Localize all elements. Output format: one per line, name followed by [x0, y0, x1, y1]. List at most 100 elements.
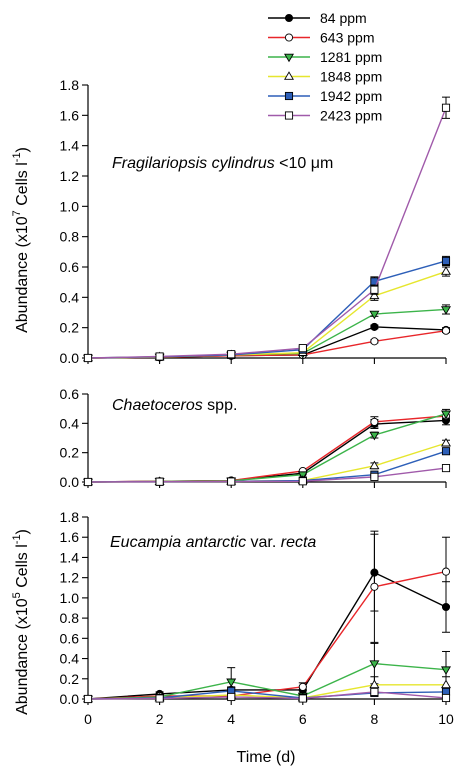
series-1942-ppm: [83, 447, 451, 487]
data-point: [298, 682, 307, 691]
data-point: [298, 477, 307, 486]
series-643-ppm: [83, 530, 451, 704]
legend-marker: [284, 53, 294, 63]
y-tick-label: 1.2: [60, 168, 80, 184]
legend-marker: [284, 13, 294, 23]
data-point: [369, 290, 380, 300]
data-point: [370, 322, 379, 331]
legend-label: 1848 ppm: [320, 69, 382, 85]
y-tick-label: 1.2: [60, 570, 80, 586]
data-point: [369, 679, 380, 689]
legend-marker: [284, 33, 294, 42]
panel-title-1: Fragilariopsis cylindrus <10 μm: [112, 155, 333, 172]
data-point: [226, 678, 237, 688]
x-tick-label: 10: [438, 711, 454, 727]
x-tick-label: 8: [371, 711, 379, 727]
panel-title-3-italic: Eucampia antarctic: [110, 534, 246, 551]
y-tick-label: 0.6: [60, 630, 80, 646]
axes-panel-3: 0.0 0.2 0.4 0.6 0.8 1.0 1.2 1.4 1.6 1.8 0 2 4 6 8 10: [60, 509, 454, 727]
panel-title-3-italic2: recta: [281, 534, 317, 551]
panel-title-3-rest: var.: [246, 534, 281, 551]
panel-eucampia: 0.0 0.2 0.4 0.6 0.8 1.0 1.2 1.4 1.6 1.8 0 2 4 6 8 10 Eu…: [60, 509, 454, 727]
y-tick-label: 0.4: [60, 289, 80, 305]
series-group-panel-2: [83, 408, 451, 488]
y-tick-label: 0.6: [60, 259, 80, 275]
y-tick-label: 0.0: [60, 474, 80, 490]
data-point: [370, 687, 379, 696]
series-2423-ppm: [83, 464, 451, 487]
panel-title-3: Eucampia antarctic var. recta: [110, 534, 316, 551]
legend-marker: [284, 111, 294, 120]
data-point: [441, 256, 451, 265]
data-point: [369, 431, 380, 441]
series-line: [87, 662, 447, 700]
y-tick-label: 0.2: [60, 320, 80, 336]
data-point: [227, 692, 236, 702]
y-tick-label: 0.4: [60, 415, 80, 431]
series-group-panel-1: [83, 96, 451, 364]
y-tick-label: 1.6: [60, 107, 80, 123]
data-point: [370, 472, 379, 481]
legend-entry: 1942 ppm: [268, 88, 382, 104]
data-point: [370, 417, 379, 426]
data-point: [441, 306, 451, 315]
series-group-panel-3: [83, 530, 451, 705]
legend-entry: 643 ppm: [268, 30, 374, 46]
y-tick-label: 1.8: [60, 509, 80, 525]
series-1848-ppm: [83, 266, 451, 362]
data-point: [83, 477, 93, 487]
y-tick-label: 0.4: [60, 651, 80, 667]
data-point: [441, 693, 451, 703]
legend-label: 2423 ppm: [320, 108, 382, 124]
data-point: [155, 477, 164, 486]
y-tick-label: 0.8: [60, 229, 80, 245]
series-line: [87, 270, 447, 359]
data-point: [441, 666, 451, 675]
data-point: [441, 447, 451, 456]
data-point: [155, 694, 164, 703]
y-tick-label: 1.6: [60, 529, 80, 545]
data-point: [441, 266, 451, 275]
data-point: [83, 353, 93, 363]
legend-label: 643 ppm: [320, 30, 374, 46]
series-line: [87, 570, 447, 700]
y-tick-label: 1.8: [60, 77, 80, 93]
panel-title-2-rest: spp.: [203, 397, 238, 414]
x-tick-label: 4: [227, 711, 235, 727]
y-tick-label: 0.0: [60, 691, 80, 707]
y-tick-label: 0.6: [60, 386, 80, 402]
series-line: [87, 415, 447, 483]
y-tick-label: 0.2: [60, 445, 80, 461]
data-point: [369, 460, 380, 470]
series-1942-ppm: [83, 255, 451, 363]
data-point: [441, 464, 451, 473]
y-tick-label: 1.4: [60, 549, 80, 565]
y-tick-label: 0.8: [60, 610, 80, 626]
panel-title-2: Chaetoceros spp.: [112, 397, 237, 414]
x-tick-label: 0: [84, 711, 92, 727]
data-point: [227, 477, 236, 486]
panel-chaetoceros: 0.0 0.2 0.4 0.6 Chaetoceros spp.: [60, 386, 451, 490]
data-point: [369, 660, 380, 669]
axes-panel-1: 0.0 0.2 0.4 0.6 0.8 1.0 1.2 1.4 1.6 1.8: [60, 77, 447, 366]
data-point: [83, 694, 93, 704]
y-tick-label: 1.0: [60, 590, 80, 606]
series-line: [87, 413, 447, 483]
legend-entry: 1281 ppm: [268, 49, 382, 65]
legend-label: 1281 ppm: [320, 49, 382, 65]
legend-entry: 1848 ppm: [268, 69, 382, 85]
legend-marker: [284, 91, 294, 101]
data-point: [370, 285, 379, 294]
x-axis-title: Time (d): [237, 749, 296, 766]
y-tick-label: 1.0: [60, 198, 80, 214]
panel-title-1-rest: <10 μm: [275, 155, 334, 172]
series-84-ppm: [83, 533, 451, 704]
y-tick-label: 1.4: [60, 138, 80, 154]
panel-title-2-italic: Chaetoceros: [112, 397, 203, 414]
y-axis-title-top: Abundance (x107 Cells l-1): [11, 147, 31, 333]
data-point: [298, 344, 307, 353]
data-point: [227, 350, 236, 359]
y-axis-title-bottom: Abundance (x105 Cells l-1): [11, 529, 31, 715]
x-tick-label: 6: [299, 711, 307, 727]
panel-fragilariopsis: 0.0 0.2 0.4 0.6 0.8 1.0 1.2 1.4 1.6 1.8 Fragilari…: [60, 77, 451, 366]
